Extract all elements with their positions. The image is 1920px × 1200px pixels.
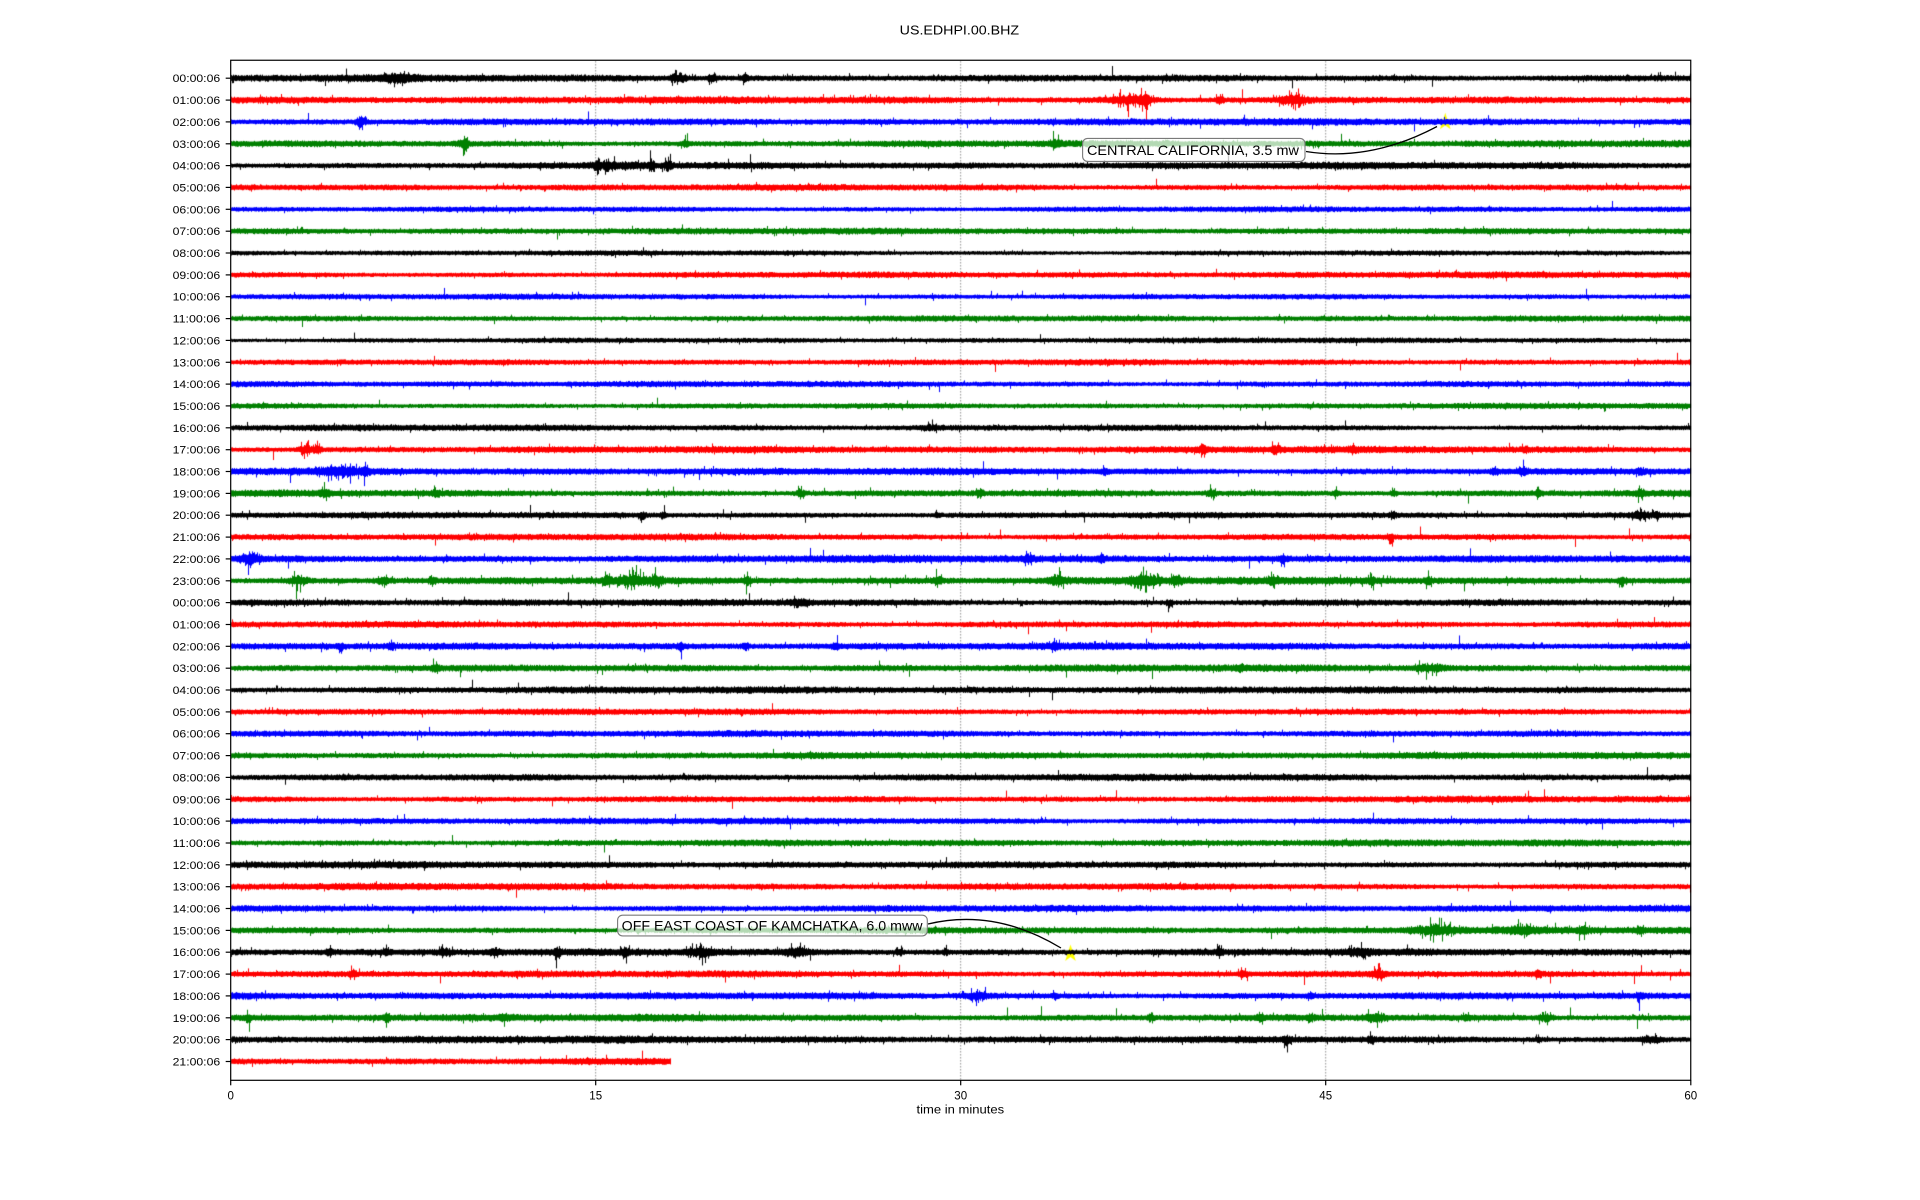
svg-text:23:00:06: 23:00:06: [173, 576, 221, 588]
svg-text:16:00:06: 16:00:06: [173, 947, 221, 959]
svg-text:22:00:06: 22:00:06: [173, 554, 221, 566]
svg-text:00:00:06: 00:00:06: [173, 73, 221, 85]
svg-text:06:00:06: 06:00:06: [173, 204, 221, 216]
svg-text:CENTRAL CALIFORNIA, 3.5 mw: CENTRAL CALIFORNIA, 3.5 mw: [1087, 142, 1300, 158]
svg-text:16:00:06: 16:00:06: [173, 423, 221, 435]
svg-text:17:00:06: 17:00:06: [173, 969, 221, 981]
svg-text:21:00:06: 21:00:06: [173, 1057, 221, 1069]
svg-text:10:00:06: 10:00:06: [173, 292, 221, 304]
svg-text:01:00:06: 01:00:06: [173, 95, 221, 107]
svg-text:20:00:06: 20:00:06: [173, 510, 221, 522]
svg-text:05:00:06: 05:00:06: [173, 707, 221, 719]
svg-text:00:00:06: 00:00:06: [173, 598, 221, 610]
svg-text:18:00:06: 18:00:06: [173, 467, 221, 479]
svg-text:14:00:06: 14:00:06: [173, 904, 221, 916]
svg-text:20:00:06: 20:00:06: [173, 1035, 221, 1047]
svg-text:03:00:06: 03:00:06: [173, 139, 221, 151]
svg-text:15: 15: [589, 1090, 602, 1102]
svg-text:06:00:06: 06:00:06: [173, 729, 221, 741]
svg-text:60: 60: [1684, 1090, 1697, 1102]
svg-text:13:00:06: 13:00:06: [173, 882, 221, 894]
svg-text:09:00:06: 09:00:06: [173, 270, 221, 282]
svg-text:US.EDHPI.00.BHZ: US.EDHPI.00.BHZ: [900, 23, 1020, 37]
svg-text:04:00:06: 04:00:06: [173, 161, 221, 173]
svg-text:19:00:06: 19:00:06: [173, 488, 221, 500]
svg-text:04:00:06: 04:00:06: [173, 685, 221, 697]
svg-text:03:00:06: 03:00:06: [173, 663, 221, 675]
svg-text:19:00:06: 19:00:06: [173, 1013, 221, 1025]
svg-text:time in minutes: time in minutes: [917, 1104, 1005, 1116]
svg-text:18:00:06: 18:00:06: [173, 991, 221, 1003]
svg-text:14:00:06: 14:00:06: [173, 379, 221, 391]
svg-text:0: 0: [227, 1090, 233, 1102]
svg-text:10:00:06: 10:00:06: [173, 816, 221, 828]
svg-text:08:00:06: 08:00:06: [173, 772, 221, 784]
svg-text:08:00:06: 08:00:06: [173, 248, 221, 260]
svg-text:15:00:06: 15:00:06: [173, 401, 221, 413]
svg-text:12:00:06: 12:00:06: [173, 860, 221, 872]
svg-text:45: 45: [1319, 1090, 1332, 1102]
svg-text:07:00:06: 07:00:06: [173, 226, 221, 238]
svg-text:30: 30: [954, 1090, 967, 1102]
svg-text:09:00:06: 09:00:06: [173, 794, 221, 806]
svg-text:13:00:06: 13:00:06: [173, 357, 221, 369]
svg-text:02:00:06: 02:00:06: [173, 117, 221, 129]
svg-text:OFF EAST COAST OF KAMCHATKA, 6: OFF EAST COAST OF KAMCHATKA, 6.0 mww: [622, 918, 924, 934]
svg-text:12:00:06: 12:00:06: [173, 335, 221, 347]
svg-text:02:00:06: 02:00:06: [173, 641, 221, 653]
svg-text:21:00:06: 21:00:06: [173, 532, 221, 544]
svg-text:11:00:06: 11:00:06: [173, 314, 221, 326]
svg-text:01:00:06: 01:00:06: [173, 620, 221, 632]
svg-text:17:00:06: 17:00:06: [173, 445, 221, 457]
svg-text:05:00:06: 05:00:06: [173, 182, 221, 194]
svg-text:15:00:06: 15:00:06: [173, 925, 221, 937]
svg-text:11:00:06: 11:00:06: [173, 838, 221, 850]
svg-text:07:00:06: 07:00:06: [173, 751, 221, 763]
